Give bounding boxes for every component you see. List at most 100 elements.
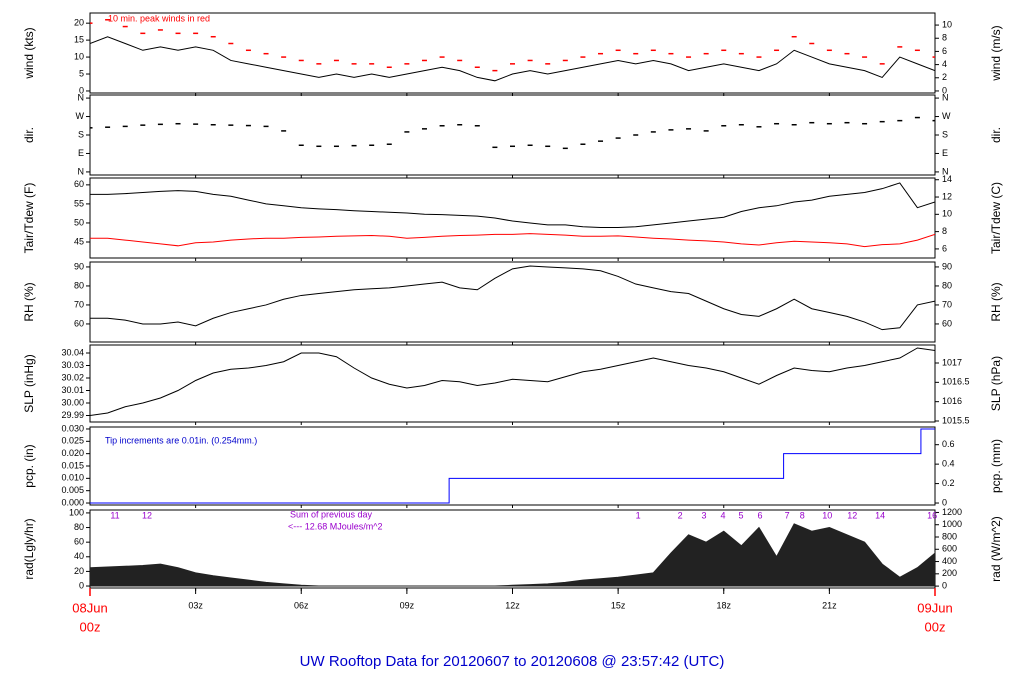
panel-data — [90, 116, 935, 150]
y2-tick-label: 1200 — [942, 507, 962, 517]
x-tick-label: 06z — [294, 600, 309, 610]
y2-tick-label: 14 — [942, 174, 952, 184]
hour-marker: 12 — [847, 510, 857, 520]
line — [90, 182, 935, 229]
y2-axis-title: RH (%) — [989, 282, 1003, 321]
y2-tick-label: 6 — [942, 46, 947, 56]
y-tick-label: E — [78, 148, 84, 158]
y2-axis-title: pcp. (mm) — [989, 439, 1003, 493]
y2-tick-label: 0.2 — [942, 478, 955, 488]
y2-tick-label: 1016.5 — [942, 377, 970, 387]
y-tick-label: 30.00 — [61, 397, 84, 407]
y2-tick-label: 600 — [942, 544, 957, 554]
y-tick-label: 60 — [74, 179, 84, 189]
hour-marker: 14 — [875, 510, 885, 520]
x-tick-label: 15z — [611, 600, 626, 610]
y2-tick-label: 12 — [942, 191, 952, 201]
y-tick-label: 0.025 — [61, 436, 84, 446]
y-axis-title: wind (kts) — [22, 27, 36, 79]
y2-axis-title: SLP (hPa) — [989, 356, 1003, 411]
y-axis-title: dir. — [22, 127, 36, 143]
y-tick-label: 100 — [69, 507, 84, 517]
y-tick-label: 20 — [74, 566, 84, 576]
hour-marker: 5 — [738, 510, 743, 520]
y2-tick-label: 800 — [942, 531, 957, 541]
y-tick-label: 0 — [79, 580, 84, 590]
y-tick-label: W — [76, 111, 85, 121]
y2-tick-label: N — [942, 92, 949, 102]
y2-tick-label: 80 — [942, 280, 952, 290]
annotation: Tip increments are 0.01in. (0.254mm.) — [105, 435, 257, 445]
y-tick-label: 0 — [79, 85, 84, 95]
y-tick-label: 30.03 — [61, 360, 84, 370]
y-tick-label: 70 — [74, 299, 84, 309]
hour-marker: 1 — [636, 510, 641, 520]
annotation: <--- 12.68 MJoules/m^2 — [288, 521, 383, 531]
y2-tick-label: 1016 — [942, 396, 962, 406]
y-tick-label: 60 — [74, 318, 84, 328]
panel-data — [90, 428, 935, 504]
y-tick-label: 0.000 — [61, 497, 84, 507]
y-axis-title: SLP (inHg) — [22, 354, 36, 412]
y2-tick-label: 400 — [942, 556, 957, 566]
hour-marker: 4 — [721, 510, 726, 520]
y-tick-label: 0.005 — [61, 485, 84, 495]
x-tick-label: 03z — [188, 600, 203, 610]
y2-tick-label: 1015.5 — [942, 415, 970, 425]
hour-marker: 2 — [678, 510, 683, 520]
y-tick-label: 0.020 — [61, 448, 84, 458]
date-sublabel: 00z — [925, 619, 946, 634]
date-label: 09Jun — [917, 600, 952, 615]
y2-tick-label: N — [942, 166, 949, 176]
y-tick-label: 30.02 — [61, 372, 84, 382]
y-tick-label: 20 — [74, 18, 84, 28]
y-tick-label: 40 — [74, 551, 84, 561]
y2-tick-label: W — [942, 111, 951, 121]
y-axis-title: pcp. (in) — [22, 444, 36, 487]
hour-marker: 12 — [142, 510, 152, 520]
y-tick-label: 15 — [74, 34, 84, 44]
y2-tick-label: 6 — [942, 243, 947, 253]
y2-tick-label: 1017 — [942, 357, 962, 367]
y-tick-label: 80 — [74, 280, 84, 290]
y-tick-label: N — [78, 92, 85, 102]
annotation: 10 min. peak winds in red — [108, 13, 210, 23]
y-tick-label: 29.99 — [61, 410, 84, 420]
y-tick-label: 0.030 — [61, 423, 84, 433]
y2-tick-label: 8 — [942, 226, 947, 236]
y2-tick-label: 8 — [942, 33, 947, 43]
y-tick-label: 60 — [74, 537, 84, 547]
date-sublabel: 00z — [80, 619, 101, 634]
y-tick-label: 45 — [74, 236, 84, 246]
hour-marker: 6 — [758, 510, 763, 520]
y-axis-title: Tair/Tdew (F) — [22, 183, 36, 254]
y-tick-label: 80 — [74, 522, 84, 532]
y2-axis-title: dir. — [989, 127, 1003, 143]
y-axis-title: RH (%) — [22, 282, 36, 321]
y2-tick-label: 0 — [942, 497, 947, 507]
y-axis-title: rad(Lgly/hr) — [22, 518, 36, 579]
y2-tick-label: 10 — [942, 209, 952, 219]
panel-data — [90, 523, 935, 587]
y2-tick-label: 60 — [942, 318, 952, 328]
hour-marker: 10 — [822, 510, 832, 520]
y2-tick-label: 0 — [942, 580, 947, 590]
y-tick-label: 10 — [74, 51, 84, 61]
y-tick-label: N — [78, 166, 85, 176]
y2-tick-label: 10 — [942, 19, 952, 29]
y2-tick-label: 1000 — [942, 519, 962, 529]
x-tick-label: 18z — [716, 600, 731, 610]
line — [90, 428, 935, 504]
panel-data — [90, 265, 935, 331]
y2-tick-label: 200 — [942, 568, 957, 578]
y2-tick-label: 0.4 — [942, 459, 955, 469]
x-tick-label: 09z — [400, 600, 415, 610]
y2-axis-title: wind (m/s) — [989, 25, 1003, 81]
y2-tick-label: E — [942, 148, 948, 158]
y2-tick-label: 0 — [942, 85, 947, 95]
y-tick-label: 5 — [79, 68, 84, 78]
annotation: Sum of previous day — [290, 509, 373, 519]
y2-tick-label: 70 — [942, 299, 952, 309]
